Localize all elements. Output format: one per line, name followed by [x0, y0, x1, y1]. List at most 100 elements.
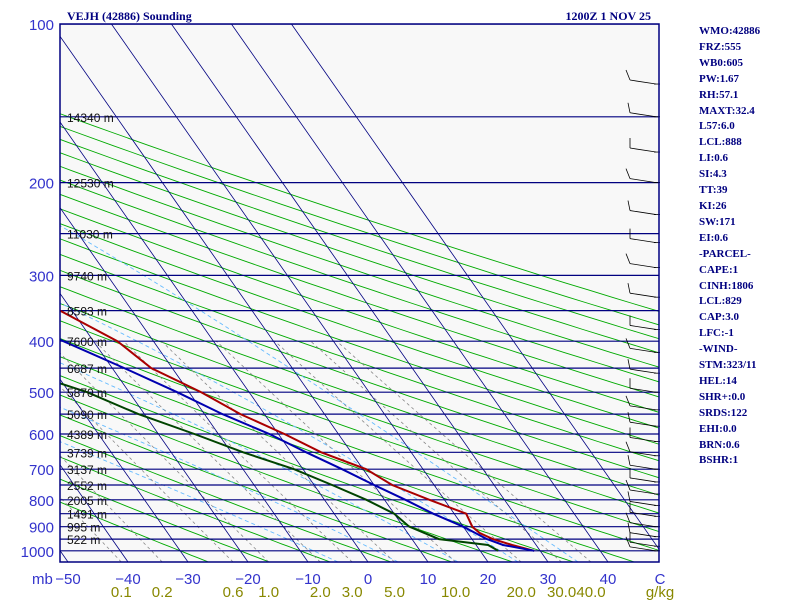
temperature-tick-label: 30 [540, 571, 557, 588]
index-item: STM:323/11 [699, 359, 757, 372]
index-item: -PARCEL- [699, 247, 751, 260]
height-label: 2005 m [67, 494, 107, 508]
index-item: EHI:0.0 [699, 422, 737, 435]
pressure-tick-label: 900 [29, 520, 54, 537]
index-item: EI:0.6 [699, 231, 729, 244]
wind-barb [629, 292, 657, 298]
wind-barb [629, 147, 657, 153]
dry-adiabat-line [60, 456, 331, 562]
wind-barb [627, 455, 631, 466]
height-label: 2552 m [67, 479, 107, 493]
dry-adiabat-line [60, 152, 659, 354]
index-item: LFC:-1 [699, 327, 734, 340]
wind-barb [627, 412, 631, 423]
mixing-ratio-tick-label: 1.0 [258, 584, 279, 600]
height-label: 522 m [67, 533, 100, 547]
dry-adiabat-line [60, 223, 659, 429]
pressure-tick-label: 400 [29, 334, 54, 351]
mixing-ratio-tick-label: 40.0 [576, 584, 605, 600]
mixing-ratio-tick-label: 30.0 [547, 584, 576, 600]
pressure-tick-label: 300 [29, 268, 54, 285]
height-label: 9740 m [67, 269, 107, 283]
index-item: WMO:42886 [699, 25, 761, 37]
wind-barbs [625, 69, 660, 552]
wind-barb [629, 325, 657, 330]
temperature-tick-label: −40 [115, 571, 140, 588]
isotherm-line [60, 378, 189, 562]
isotherm-line [60, 207, 309, 562]
wind-barb [627, 522, 631, 533]
index-item: LCL:829 [699, 295, 742, 308]
pressure-tick-label: 700 [29, 462, 54, 479]
dry-adiabat-line [60, 286, 659, 496]
wind-barb [627, 283, 631, 294]
isotherm-line [231, 24, 609, 562]
wind-barb [629, 368, 657, 374]
dry-adiabat-line [60, 478, 270, 562]
mixing-ratio-line [123, 340, 353, 562]
index-item: SHR+:0.0 [699, 390, 746, 403]
height-label: 8593 m [67, 305, 107, 319]
dry-adiabat-line [60, 125, 659, 326]
chart-time: 1200Z 1 NOV 25 [566, 9, 651, 23]
mixing-ratio-line [60, 352, 269, 562]
isotherm-line [60, 549, 69, 562]
height-label: 12530 m [67, 177, 114, 191]
wind-barb [629, 112, 657, 118]
dry-adiabat-line [60, 414, 452, 562]
moist-adiabat-line [60, 441, 339, 562]
index-item: LCL:888 [699, 136, 742, 149]
index-item: CINH:1806 [699, 279, 754, 292]
temperature-tick-label: 20 [480, 571, 497, 588]
wind-barb [629, 347, 657, 353]
index-item: L57:6.0 [699, 120, 735, 133]
index-item: LI:0.6 [699, 152, 729, 165]
index-item: PW:1.67 [699, 72, 740, 85]
index-item: MAXT:32.4 [699, 104, 755, 117]
height-label: 7600 m [67, 335, 107, 349]
mixing-ratio-tick-label: 0.2 [152, 584, 173, 600]
wind-barb [629, 464, 657, 470]
pressure-tick-label: 1000 [21, 544, 54, 561]
wind-barb [629, 387, 657, 393]
temperature-tick-label: 0 [364, 571, 372, 588]
dry-adiabat-line [60, 303, 659, 514]
mixing-ratio-line [161, 340, 395, 562]
wind-barb [629, 501, 657, 506]
wind-barb [625, 395, 631, 407]
wind-barb [627, 102, 631, 113]
wind-barb [625, 69, 631, 81]
wind-barb [629, 451, 657, 457]
wind-barb [625, 512, 631, 523]
pressure-tick-label: 500 [29, 385, 54, 402]
wind-barb [629, 405, 657, 411]
temperature-tick-label: −20 [235, 571, 260, 588]
index-item: -WIND- [699, 343, 738, 356]
moist-adiabat-line [60, 406, 399, 562]
index-item: SI:4.3 [699, 168, 727, 181]
mixing-ratio-tick-label: 20.0 [507, 584, 536, 600]
pressure-unit-label: mb [32, 571, 53, 588]
moist-adiabat-line [60, 225, 579, 562]
index-item: SRDS:122 [699, 406, 748, 419]
isotherm-line [111, 24, 489, 562]
wind-barb [625, 441, 631, 452]
temperature-tick-label: 10 [420, 571, 437, 588]
dry-adiabat-line [60, 269, 659, 479]
mixing-ratio-tick-label: 2.0 [310, 584, 331, 600]
dry-adiabat-line [60, 138, 659, 340]
moist-adiabat-line [60, 362, 459, 562]
chart-title: VEJH (42886) Sounding [67, 9, 192, 23]
pressure-tick-label: 100 [29, 17, 54, 34]
temperature-tick-label: −50 [55, 571, 80, 588]
dry-adiabat-line [60, 375, 574, 562]
wind-barb [629, 178, 657, 183]
wind-barb [629, 437, 657, 442]
mixing-ratio-tick-label: 0.6 [223, 584, 244, 600]
dry-adiabat-line [60, 356, 635, 562]
dry-adiabat-line [60, 435, 392, 562]
wind-barb [629, 477, 657, 483]
height-label: 4389 m [67, 428, 107, 442]
height-label: 3739 m [67, 446, 107, 460]
